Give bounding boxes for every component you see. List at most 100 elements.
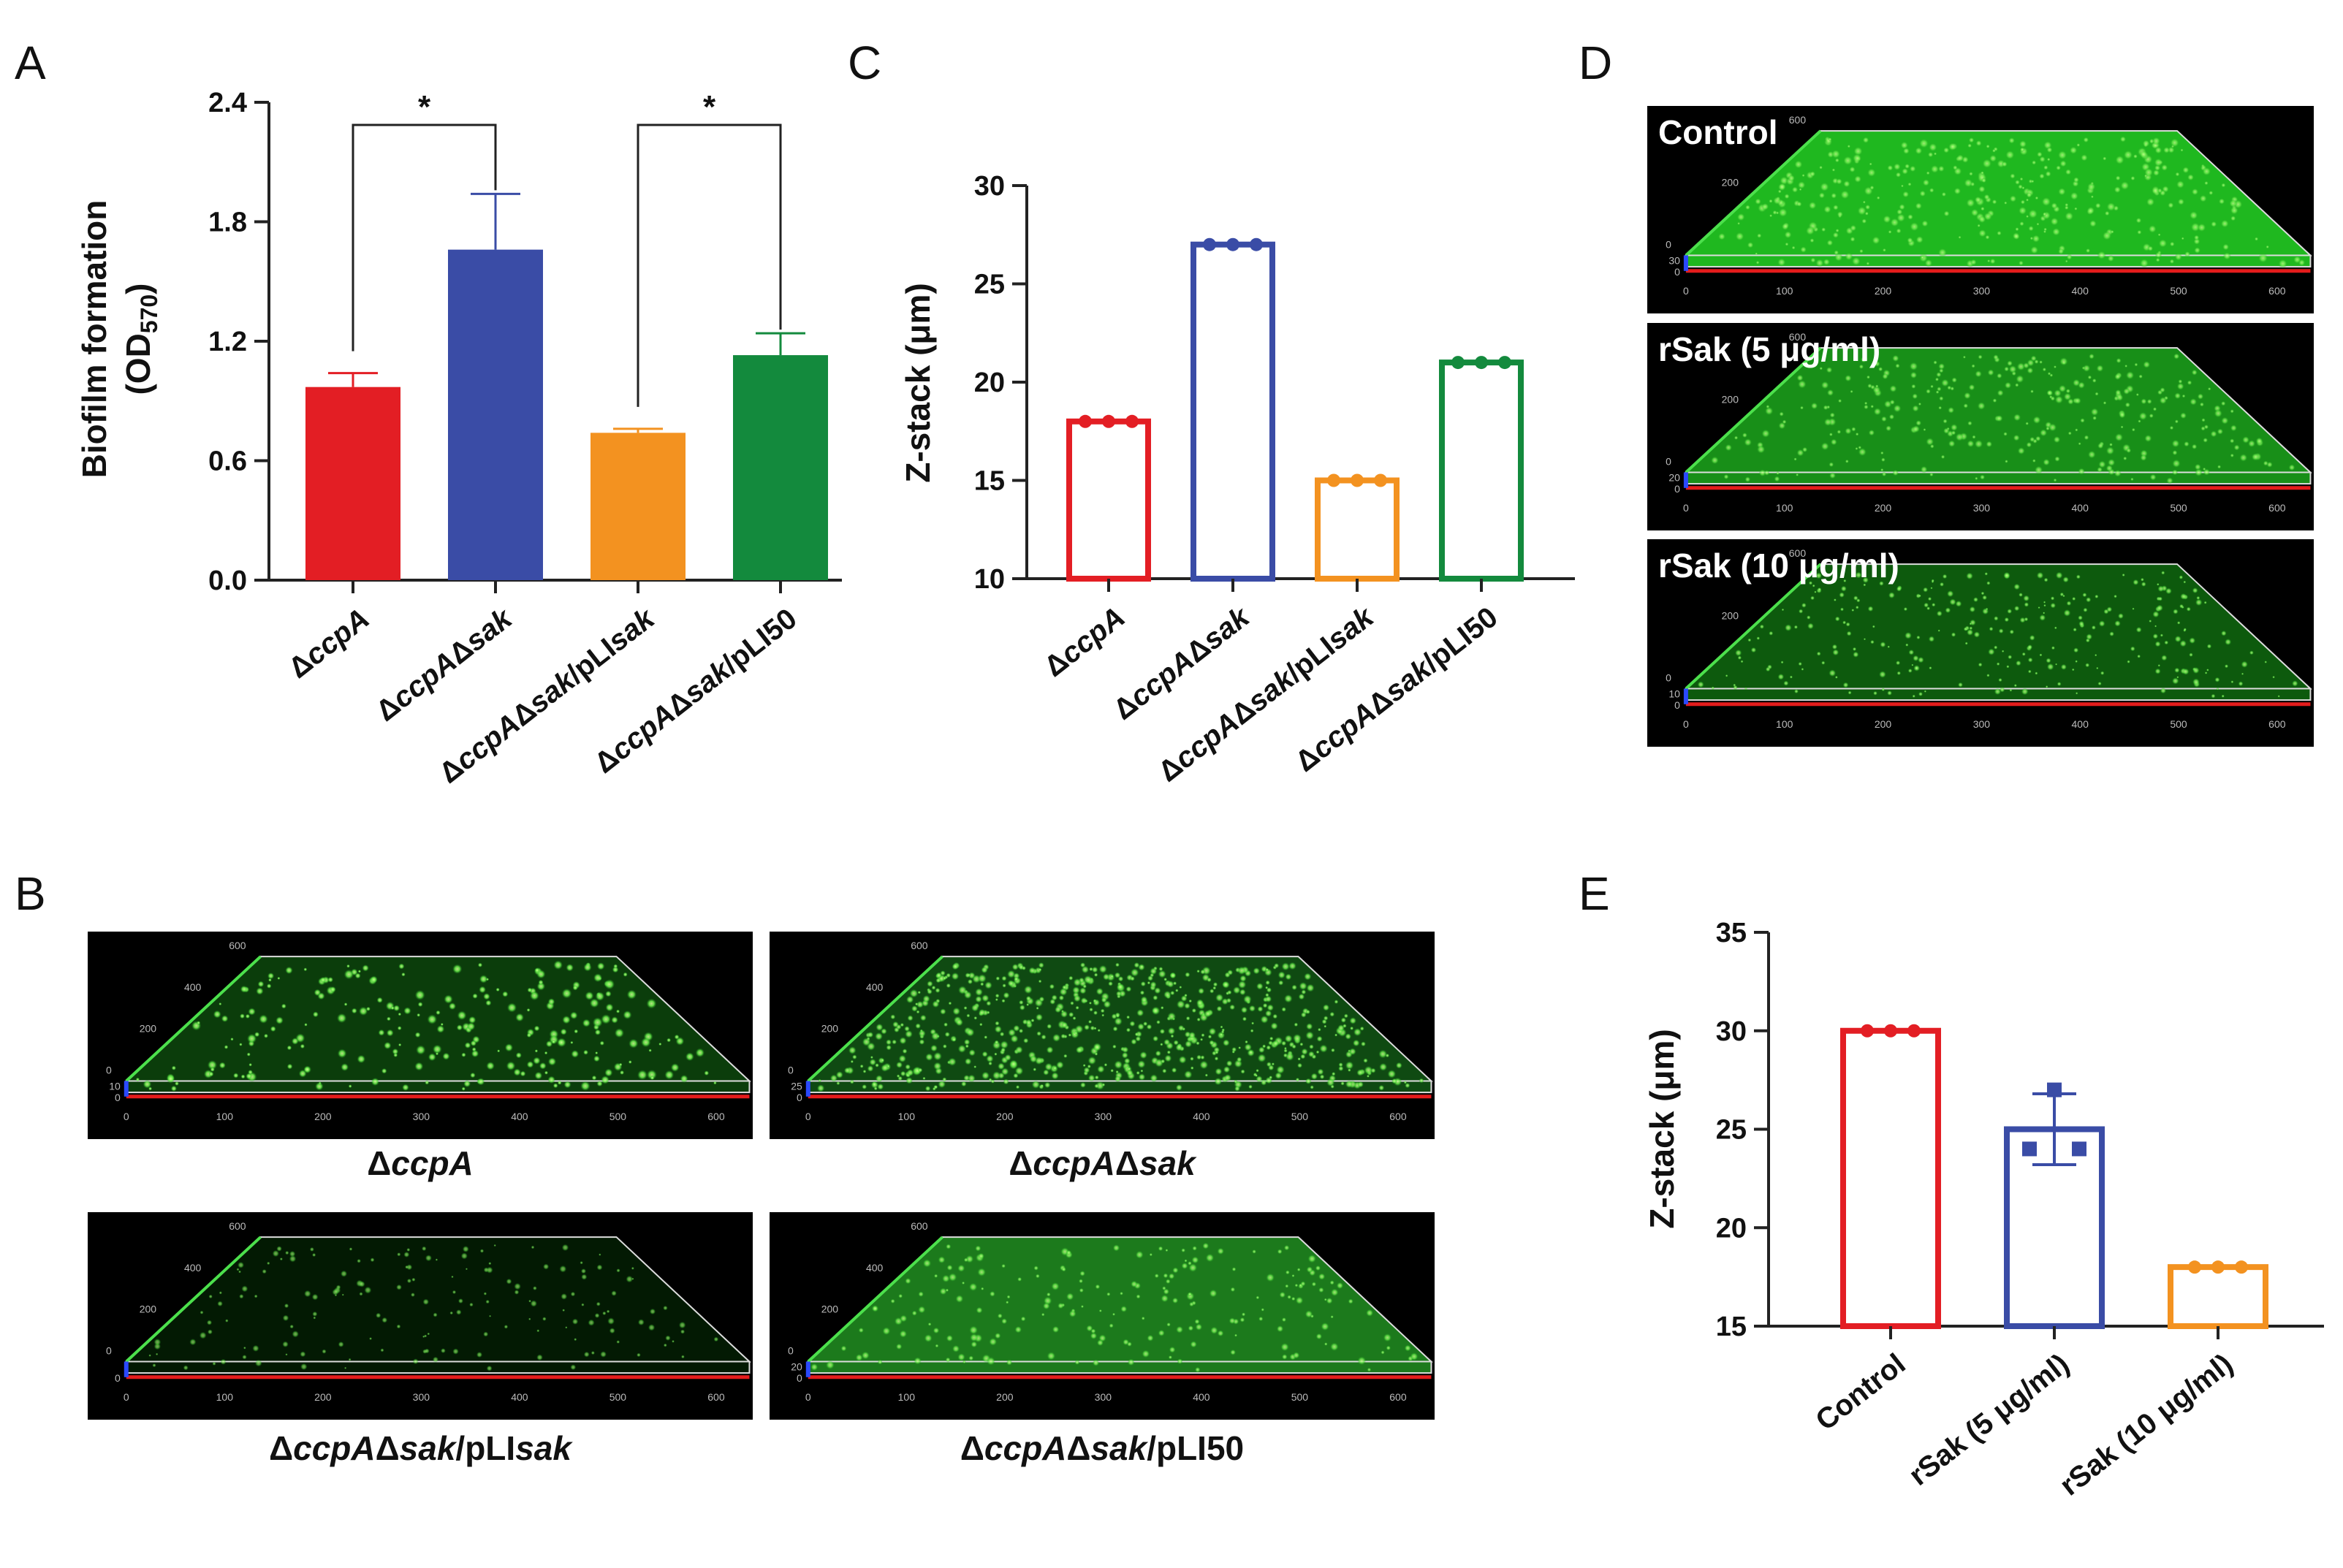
panel-d-image-2-x-tick: 0 <box>1683 502 1689 514</box>
chartC-point <box>1203 237 1216 251</box>
panel-d-image-1-cell-cluster <box>1893 162 1902 171</box>
panel-b-image-2-cell-cluster <box>1112 1044 1117 1049</box>
panel-d-image-2-cell-cluster <box>1979 474 1986 480</box>
panel-b-image-1-cell-cluster <box>300 1043 305 1049</box>
panel-b-image-3-cell-cluster <box>332 1288 339 1295</box>
panel-d-image-2-cell-cluster <box>2016 362 2026 371</box>
panel-b-image-3-cell-cluster <box>506 1278 512 1285</box>
panel-d-image-3-cell-cluster <box>2055 571 2063 579</box>
panel-b-image-2-cell-cluster <box>965 1028 975 1037</box>
panel-b-image-2-cell-cluster <box>1323 1016 1329 1021</box>
panel-d-image-3-z-tick: 10 <box>1668 688 1680 699</box>
panel-b-image-4-cell-cluster <box>918 1306 926 1314</box>
panel-d-image-1-cell-cluster <box>2123 150 2133 160</box>
panel-b-image-2-cell-cluster <box>1334 1000 1339 1004</box>
panel-d-image-2-cell-cluster <box>1870 404 1875 408</box>
panel-d-image-2-cell-cluster <box>1793 457 1797 461</box>
panel-d-image-1-cell-cluster <box>2193 246 2201 254</box>
panel-b-image-2-cell-cluster <box>1221 998 1229 1005</box>
panel-d-image-3-cell-cluster <box>1853 651 1859 658</box>
panel-b-image-4-cell-cluster <box>922 1259 932 1268</box>
panel-b-image-1-cell-cluster <box>464 1042 471 1049</box>
panel-b-image-2-cell-cluster <box>1191 1008 1197 1013</box>
panel-b-image-2-cell-cluster <box>986 1000 992 1006</box>
panel-b-image-4-cell-cluster <box>1386 1345 1391 1351</box>
panel-b-image-2-cell-cluster <box>873 1086 878 1091</box>
chartA-bar <box>733 355 828 580</box>
panel-d-image-3-cell-cluster <box>1984 572 1989 576</box>
panel-b-image-2-cell-cluster <box>1130 976 1135 981</box>
panel-d-image-2-cell-cluster <box>1895 363 1900 369</box>
panel-b-image-1-cell-cluster <box>526 1008 531 1012</box>
panel-b-image-4-cell-cluster <box>1326 1297 1333 1304</box>
panel-d-image-1-cell-cluster <box>2175 172 2180 177</box>
panel-b-image-3-cell-cluster <box>344 1366 347 1369</box>
panel-b-image-2-cell-cluster <box>1220 1025 1223 1029</box>
chartE-point <box>2072 1141 2086 1157</box>
panel-d-image-3-cell-cluster <box>1923 587 1929 593</box>
panel-b-image-1-cell-cluster <box>270 1026 276 1032</box>
panel-d-image-1-cell-cluster <box>1799 246 1807 254</box>
panel-b-image-1-cell-cluster <box>442 1052 450 1060</box>
panel-b-image-3-cell-cluster <box>252 1344 259 1352</box>
panel-b-image-3-cell-cluster <box>370 1257 375 1263</box>
panel-b-image-2-cell-cluster <box>1008 1028 1016 1037</box>
panel-d-image-2-cell-cluster <box>2087 375 2092 380</box>
panel-b-image-1-cell-cluster <box>570 1040 574 1044</box>
panel-d-image-3-cell-cluster <box>2182 668 2190 675</box>
panel-d-image-1-cell-cluster <box>2019 140 2027 148</box>
panel-d-image-1-cell-cluster <box>1895 172 1902 178</box>
panel-b-image-4-cell-cluster <box>1367 1367 1372 1372</box>
panel-d-image-3-cell-cluster <box>2054 626 2057 630</box>
panel-b-image-4-cell-cluster <box>1098 1309 1102 1313</box>
panel-d-image-1-cell-cluster <box>1909 165 1916 172</box>
panel-b-image-3-cell-cluster <box>381 1317 388 1323</box>
panel-d-image-1-cell-cluster <box>2083 137 2089 143</box>
panel-b-image-1-cell-cluster <box>704 1070 710 1076</box>
panel-b-image-3-cell-cluster <box>713 1336 719 1342</box>
panel-b-image-3-cell-cluster <box>243 1346 246 1350</box>
panel-b-image-1-cell-cluster <box>596 1080 603 1087</box>
panel-d-image-2-cell-cluster <box>1929 472 1934 477</box>
panel-b-image-4-cell-cluster <box>1172 1267 1179 1274</box>
panel-b-image-3-cell-cluster <box>217 1301 223 1307</box>
panel-b-image-2-cell-cluster <box>1201 1033 1205 1038</box>
panel-d-image-3-cell-cluster <box>1912 694 1915 698</box>
panel-b-image-2-cell-cluster <box>1068 1011 1074 1018</box>
panel-b-image-4-cell-cluster <box>1162 1286 1166 1290</box>
panel-b-image-4-cell-cluster <box>882 1327 891 1336</box>
panel-b-image-3-cell-cluster <box>665 1335 671 1341</box>
panel-d-image-2-cell-cluster <box>1819 366 1823 370</box>
panel-d-image-1-cell-cluster <box>1831 168 1836 172</box>
panel-b-image-2-cell-cluster <box>957 1044 966 1054</box>
panel-b-image-4-cell-cluster <box>861 1351 870 1360</box>
panel-b-image-2-cell-cluster <box>1114 972 1121 978</box>
panel-d-image-2-cell-cluster <box>2138 419 2141 423</box>
panel-d-image-3-cell-cluster <box>2152 633 2159 639</box>
panel-b-image-2-cell-cluster <box>1204 1073 1209 1077</box>
panel-b-image-2-cell-cluster <box>1101 1013 1105 1017</box>
panel-d-image-2-cell-cluster <box>2029 436 2035 443</box>
chartC-point <box>1374 473 1387 487</box>
panel-b-image-2-cell-cluster <box>1356 1069 1364 1076</box>
panel-b-image-2-cell-cluster <box>850 1059 854 1064</box>
panel-d-image-3-cell-cluster <box>1843 579 1847 583</box>
panel-d-image-2-cell-cluster <box>2171 469 2179 476</box>
panel-b-image-1-cell-cluster <box>166 1074 175 1084</box>
panel-d-image-1-cell-cluster <box>1808 201 1817 210</box>
panel-b-image-2-cell-cluster <box>942 1044 947 1049</box>
chartC-ytick-label: 15 <box>974 466 1005 497</box>
panel-b-image-2-cell-cluster <box>906 1069 914 1077</box>
panel-b-image-3-cell-cluster <box>376 1312 381 1318</box>
panel-d-image-3-cell-cluster <box>1972 597 1978 603</box>
panel-d-image-3-cell-cluster <box>2192 678 2200 686</box>
panel-b-image-4-cell-cluster <box>1188 1325 1194 1331</box>
panel-d-image-3-cell-cluster <box>1981 591 1985 595</box>
panel-b-image-4-cell-cluster <box>948 1273 957 1282</box>
panel-d-image-2-cell-cluster <box>1930 384 1934 389</box>
panel-b-image-1-cell-cluster <box>304 1023 308 1027</box>
panel-b-image-1-cell-cluster <box>365 1006 371 1011</box>
panel-b-caption-2-part: Δ <box>1115 1144 1139 1182</box>
panel-b-image-3-cell-cluster <box>680 1329 686 1334</box>
